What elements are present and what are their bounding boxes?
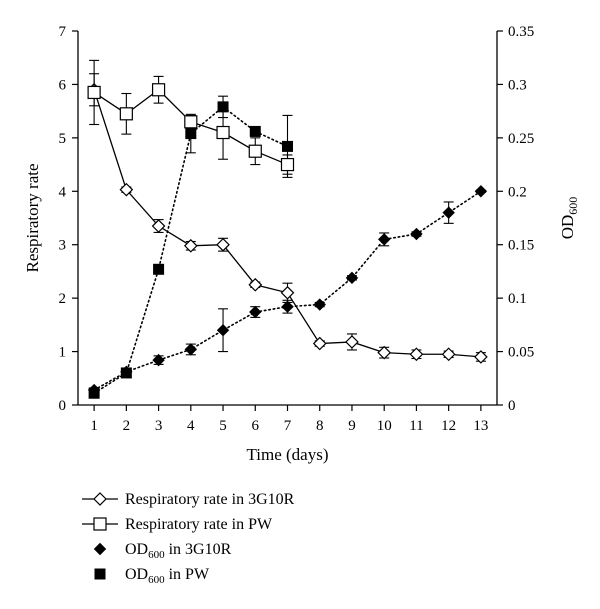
data-point <box>345 335 359 349</box>
data-point <box>312 336 327 351</box>
data-point <box>152 353 165 367</box>
x-tick-label: 2 <box>123 418 131 434</box>
data-point <box>249 125 261 137</box>
x-tick-label: 7 <box>284 418 292 434</box>
right-tick-label: 0.25 <box>508 131 534 147</box>
data-point <box>183 238 198 253</box>
x-tick-label: 10 <box>377 418 392 434</box>
data-point <box>184 343 198 356</box>
right-tick-label: 0 <box>508 398 516 414</box>
data-point <box>216 323 230 337</box>
x-tick-label: 5 <box>219 418 227 434</box>
x-tick-label: 4 <box>187 418 195 434</box>
x-tick-label: 9 <box>348 418 356 434</box>
data-point <box>345 271 359 285</box>
right-axis-title: OD600 <box>558 197 580 240</box>
data-point <box>442 206 455 219</box>
data-point <box>120 367 132 379</box>
data-point <box>248 144 262 158</box>
legend-marker <box>93 517 107 531</box>
data-point <box>151 83 166 97</box>
data-point <box>249 305 262 319</box>
legend-marker <box>93 492 107 506</box>
data-point <box>377 345 392 360</box>
data-point <box>119 182 134 197</box>
data-point <box>87 85 101 100</box>
data-point <box>441 347 456 362</box>
data-point <box>281 300 294 313</box>
data-point <box>313 298 326 311</box>
legend: Respiratory rate in 3G10R Respiratory rat… <box>82 491 295 586</box>
data-point <box>377 233 391 246</box>
left-tick-label: 6 <box>59 77 67 93</box>
x-tick-label: 8 <box>316 418 324 434</box>
data-point <box>185 128 197 140</box>
x-tick-label: 6 <box>252 418 260 434</box>
left-tick-label: 4 <box>59 184 67 200</box>
data-point <box>280 157 295 172</box>
left-axis-title: Respiratory rate <box>23 163 42 272</box>
legend-item: Respiratory rate in PW <box>82 516 273 533</box>
x-tick-label: 12 <box>441 418 456 434</box>
x-axis-title: Time (days) <box>246 445 328 464</box>
left-tick-label: 7 <box>59 24 67 40</box>
legend-label: Respiratory rate in 3G10R <box>125 491 295 508</box>
right-tick-label: 0.05 <box>508 345 534 361</box>
left-tick-label: 3 <box>59 238 67 254</box>
legend-label: OD600 in 3G10R <box>125 541 232 561</box>
x-tick-label: 13 <box>473 418 488 434</box>
left-tick-label: 0 <box>59 398 67 414</box>
right-tick-label: 0.2 <box>508 184 527 200</box>
series-1 <box>87 59 295 175</box>
data-point <box>153 263 165 275</box>
x-tick-label: 3 <box>155 418 163 434</box>
right-tick-label: 0.15 <box>508 238 534 254</box>
x-tick-label: 11 <box>409 418 423 434</box>
data-point <box>184 115 198 129</box>
data-point <box>216 237 230 252</box>
left-tick-label: 1 <box>59 345 67 361</box>
legend-item: OD600 in 3G10R <box>93 541 232 561</box>
data-point <box>216 125 230 140</box>
data-point <box>248 277 263 292</box>
data-point <box>151 219 166 233</box>
data-point <box>119 107 133 121</box>
data-point <box>282 140 293 152</box>
data-point <box>88 387 100 399</box>
left-tick-label: 5 <box>59 131 67 147</box>
legend-item: OD600 in PW <box>94 566 210 586</box>
legend-item: Respiratory rate in 3G10R <box>82 491 295 508</box>
series-layer <box>87 59 488 399</box>
data-point <box>474 350 488 364</box>
data-point <box>474 185 488 198</box>
right-tick-label: 0.1 <box>508 291 527 307</box>
data-point <box>409 347 424 362</box>
data-point <box>280 285 295 300</box>
right-tick-label: 0.3 <box>508 77 527 93</box>
right-tick-label: 0.35 <box>508 24 534 40</box>
left-tick-label: 2 <box>59 291 67 307</box>
legend-label: OD600 in PW <box>125 566 210 586</box>
x-tick-label: 1 <box>90 418 98 434</box>
legend-marker <box>93 542 107 556</box>
data-point <box>410 227 423 241</box>
legend-label: Respiratory rate in PW <box>125 516 273 533</box>
legend-marker <box>94 568 106 580</box>
